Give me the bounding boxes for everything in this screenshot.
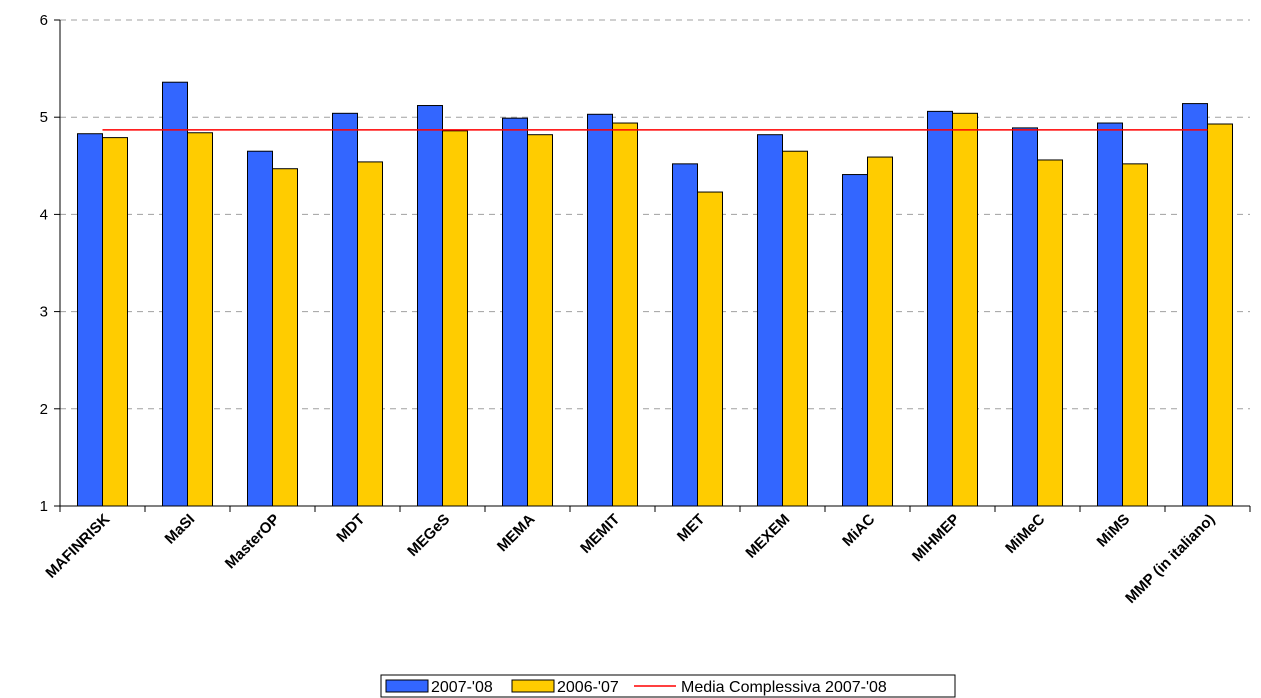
bar-series1 <box>332 112 358 507</box>
bar-series1 <box>77 133 103 507</box>
bar-series1 <box>1182 103 1208 507</box>
bar-series1 <box>757 134 783 507</box>
bar-series1 <box>927 110 953 507</box>
bar-series2 <box>612 122 638 507</box>
bar-series1 <box>502 117 528 507</box>
legend-swatch <box>385 679 429 693</box>
bar-series2 <box>272 168 298 507</box>
legend-swatch <box>511 679 555 693</box>
x-tick-label: MiMeC <box>1002 511 1048 557</box>
gridlines <box>60 19 1250 410</box>
bar-series2 <box>952 112 978 507</box>
legend: 2007-'08 2006-'07 Media Complessiva 2007-'… <box>380 674 956 698</box>
bars <box>77 81 1233 507</box>
x-tick-label: MEGeS <box>404 511 453 560</box>
x-tick-label: MEMIT <box>577 511 623 557</box>
x-tick-label: MaSI <box>162 511 199 548</box>
x-tick-label: MAFINRISK <box>42 511 113 582</box>
bar-series1 <box>417 105 443 507</box>
y-tick-label: 5 <box>40 109 48 126</box>
bar-series2 <box>187 132 213 507</box>
y-tick-label: 4 <box>40 206 48 223</box>
x-tick-label: MiAC <box>839 511 878 550</box>
bar-series2 <box>1122 163 1148 507</box>
bar-series1 <box>672 163 698 507</box>
legend-label: 2006-'07 <box>557 679 619 696</box>
bar-series2 <box>1037 159 1063 507</box>
bar-series2 <box>442 130 468 507</box>
x-tick-label: MasterOP <box>222 511 284 573</box>
y-tick-label: 6 <box>40 12 48 29</box>
legend-label: Media Complessiva 2007-'08 <box>681 679 887 696</box>
bar-series2 <box>357 161 383 507</box>
x-axis: MAFINRISK MaSI MasterOP MDT MEGeS MEMA MEMIT ME… <box>42 505 1251 607</box>
bar-series2 <box>1207 123 1233 507</box>
bar-series2 <box>102 137 128 507</box>
y-axis: 1 2 3 4 5 6 <box>40 12 61 515</box>
y-tick-label: 1 <box>40 498 48 515</box>
bar-series2 <box>527 134 553 507</box>
y-tick-label: 2 <box>40 401 48 418</box>
x-tick-label: MEMA <box>494 511 539 556</box>
x-tick-label: MMP (in italiano) <box>1122 511 1218 607</box>
bar-series1 <box>247 150 273 507</box>
bar-series2 <box>867 156 893 507</box>
x-tick-label: MEXEM <box>742 511 793 562</box>
x-tick-label: MDT <box>333 511 368 546</box>
bar-series1 <box>587 113 613 507</box>
bar-series1 <box>162 81 188 507</box>
y-tick-label: 3 <box>40 304 48 321</box>
x-tick-label: MiMS <box>1094 511 1134 551</box>
bar-series1 <box>1097 122 1123 507</box>
x-tick-label: MET <box>674 511 708 545</box>
legend-label: 2007-'08 <box>431 679 493 696</box>
bar-series1 <box>842 174 868 507</box>
bar-series2 <box>697 191 723 507</box>
x-tick-label: MIHMEP <box>909 511 963 565</box>
bar-series2 <box>782 150 808 507</box>
bar-series1 <box>1012 127 1038 507</box>
